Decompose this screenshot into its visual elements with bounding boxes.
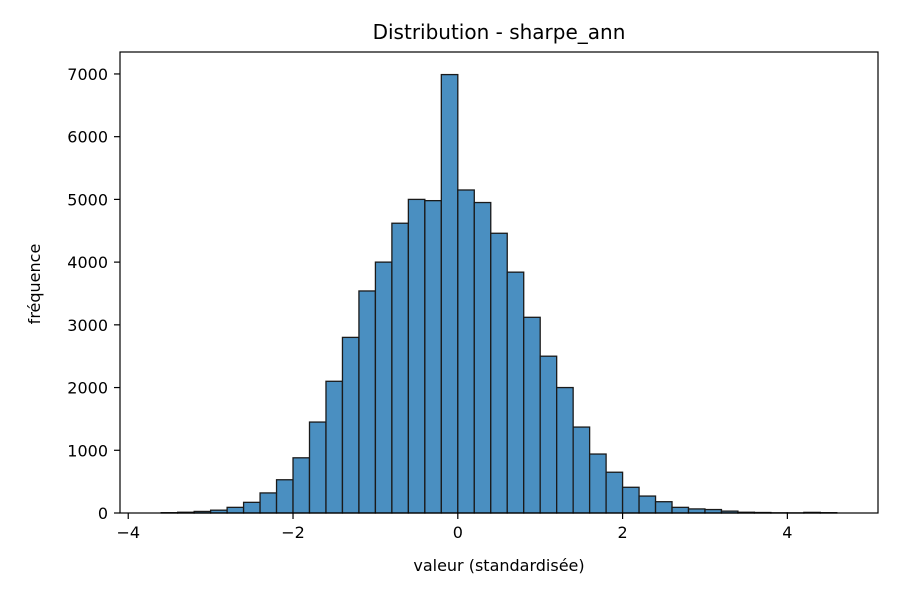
histogram-bar [341,336,360,514]
y-tick-label: 6000 [67,128,108,147]
histogram-bar [621,486,640,514]
y-tick-label: 4000 [67,253,108,272]
histogram-bar [556,386,574,514]
histogram-bar [671,506,690,514]
histogram-bar [374,261,393,514]
histogram-bar [490,232,508,514]
plot-frame [119,51,879,514]
bars-group [160,73,838,514]
x-tick-label: 0 [453,523,463,542]
x-tick-label: −2 [281,523,305,542]
histogram-bar [275,479,294,514]
histogram-bar [407,198,426,514]
histogram-bar [391,222,410,514]
histogram-bar [424,199,442,514]
x-tick-label: 4 [782,523,792,542]
histogram-bar [687,508,706,514]
histogram-bar [523,316,541,514]
y-axis-ticks: 0 1000 2000 3000 4000 5000 6000 7000 [67,65,120,523]
histogram-bar [292,457,311,514]
histogram-bar [440,73,459,514]
y-tick-label: 2000 [67,379,108,398]
histogram-bar [588,453,607,514]
histogram-bar [506,271,525,514]
histogram-bar [654,501,673,514]
x-axis-ticks: −4 −2 0 2 4 [116,513,792,542]
histogram-bar [638,495,657,514]
histogram-bar [308,421,327,514]
y-tick-label: 7000 [67,65,108,84]
x-axis-label: valeur (standardisée) [413,556,584,575]
histogram-bar [473,201,492,514]
y-axis-label: fréquence [25,244,44,325]
histogram-bar [539,355,558,514]
histogram-bar [457,189,475,514]
x-tick-label: 2 [617,523,627,542]
histogram-bar [226,506,245,514]
y-tick-label: 0 [98,504,108,523]
histogram-bar [572,426,591,514]
histogram-bar [358,290,377,514]
chart-title: Distribution - sharpe_ann [373,20,626,44]
histogram-bar [605,471,624,514]
histogram-bar [242,501,261,514]
y-tick-label: 5000 [67,190,108,209]
histogram-bar [259,492,278,514]
y-tick-label: 1000 [67,441,108,460]
y-tick-label: 3000 [67,316,108,335]
histogram-bar [325,380,344,514]
x-tick-label: −4 [116,523,140,542]
